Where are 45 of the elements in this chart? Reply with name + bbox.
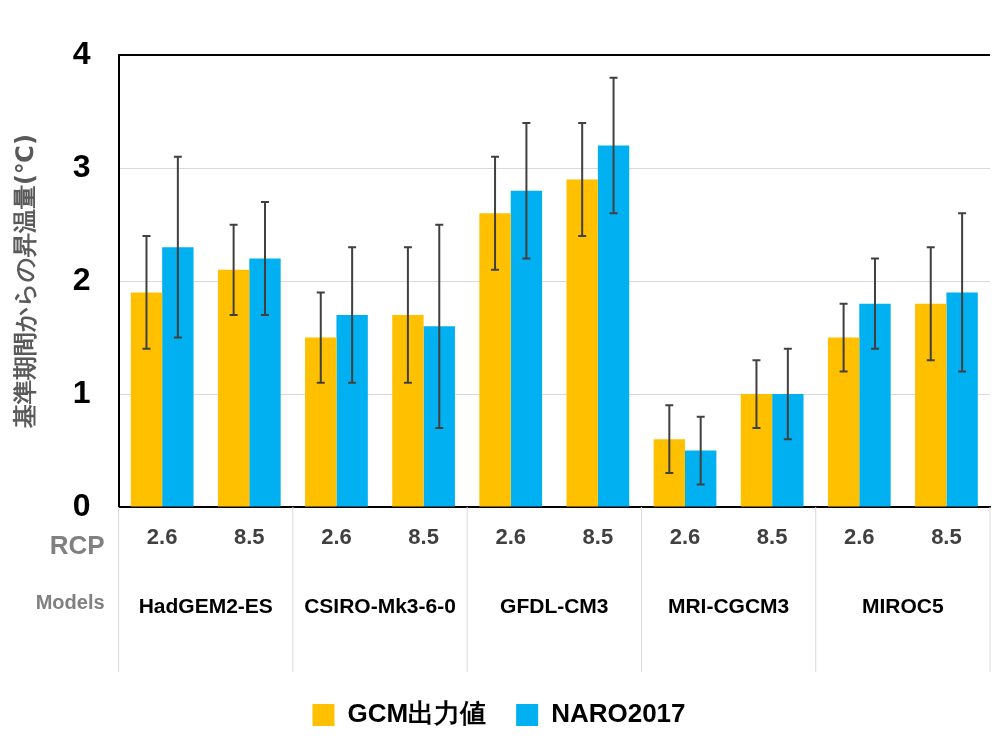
- bar: [859, 303, 891, 507]
- bar: [685, 450, 717, 507]
- x-tick-label: 8.5: [408, 524, 439, 550]
- text: GFDL-CM3: [500, 593, 609, 617]
- bar: [392, 314, 424, 507]
- y-tick-label: 0: [72, 486, 91, 523]
- bar: [946, 292, 978, 507]
- y-tick-label: 3: [72, 147, 91, 184]
- x-tick-label: 2.6: [146, 524, 178, 550]
- text: MIROC5: [862, 593, 945, 617]
- text: RCP: [49, 530, 105, 561]
- legend-label: GCM出力値: [347, 698, 487, 729]
- bar: [249, 258, 281, 507]
- bar: [217, 269, 250, 507]
- bar: [597, 145, 630, 507]
- x-tick-label: 2.6: [495, 524, 527, 550]
- x-tick-label: 8.5: [931, 524, 962, 550]
- x-tick-label: 2.6: [669, 524, 701, 550]
- y-axis-title: 基準期間からの昇温量(℃): [10, 134, 39, 430]
- bar: [510, 190, 543, 507]
- bar: [162, 247, 194, 507]
- text: CSIRO-Mk3-6-0: [304, 593, 456, 617]
- x-tick-label: 8.5: [756, 524, 788, 550]
- y-tick-label: 2: [72, 260, 91, 297]
- legend-label: NARO2017: [551, 698, 686, 729]
- bar: [915, 303, 947, 507]
- text: HadGEM2-ES: [138, 593, 273, 617]
- text: Models: [35, 590, 105, 613]
- bar: [305, 337, 337, 507]
- bar: [336, 314, 368, 507]
- bar: [827, 337, 860, 507]
- bar: [479, 213, 511, 507]
- y-tick-label: 1: [72, 373, 91, 410]
- bar: [130, 292, 163, 507]
- x-tick-label: 8.5: [582, 524, 614, 550]
- x-tick-label: 8.5: [234, 524, 265, 550]
- text: MRI-CGCM3: [667, 593, 790, 617]
- bar: [566, 179, 598, 507]
- bar: [423, 326, 455, 507]
- bar: [740, 394, 773, 507]
- bar: [653, 439, 686, 507]
- x-tick-label: 2.6: [321, 524, 352, 550]
- x-tick-label: 2.6: [843, 524, 875, 550]
- y-tick-label: 4: [72, 35, 91, 72]
- bar: [772, 394, 804, 507]
